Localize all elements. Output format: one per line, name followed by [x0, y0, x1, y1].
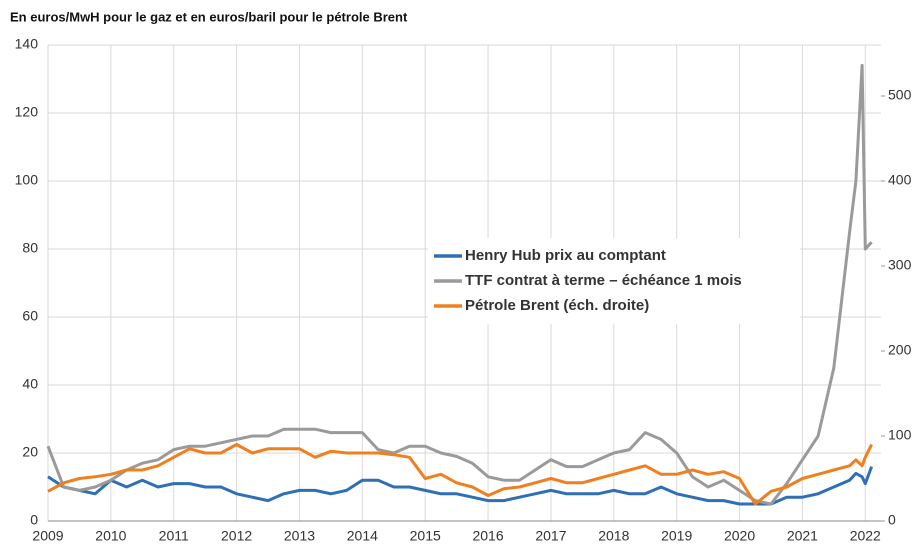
- series-line: [47, 466, 874, 506]
- y-tick-label: 20: [22, 444, 38, 460]
- x-tick-label: 2016: [472, 528, 503, 544]
- y-tick-label: 0: [30, 512, 38, 528]
- chart-title: En euros/MwH pour le gaz et en euros/bar…: [10, 9, 408, 24]
- y-tick-label: 120: [15, 104, 39, 120]
- legend: Henry Hub prix au comptant TTF contrat à …: [434, 247, 742, 314]
- series-line: [46, 63, 873, 506]
- x-tick-label: 2021: [787, 528, 818, 544]
- x-tick-label: 2017: [535, 528, 566, 544]
- x-tick-label: 2020: [724, 528, 755, 544]
- y2-tick-label: 500: [888, 87, 912, 103]
- legend-box: [428, 238, 800, 324]
- x-tick-label: 2014: [347, 528, 378, 544]
- x-tick-label: 2015: [410, 528, 441, 544]
- x-tick-label: 2011: [159, 528, 189, 544]
- legend-label: Pétrole Brent (éch. droite): [465, 297, 649, 314]
- x-tick-label: 2009: [32, 528, 63, 544]
- x-tick-label: 2019: [661, 528, 692, 544]
- legend-label: Henry Hub prix au comptant: [465, 247, 666, 264]
- lines: [46, 63, 874, 506]
- y-tick-label: 100: [15, 172, 39, 188]
- y2-tick-label: 200: [888, 342, 912, 358]
- x-tick-label: 2012: [221, 528, 252, 544]
- y2-tick-label: 0: [888, 512, 896, 528]
- y-tick-label: 80: [22, 240, 38, 256]
- series-line: [47, 443, 873, 506]
- y2-tick-label: 400: [888, 172, 912, 188]
- legend-label: TTF contrat à terme – échéance 1 mois: [465, 272, 742, 289]
- y-tick-label: 40: [22, 376, 38, 392]
- y-tick-label: 140: [15, 36, 39, 52]
- y-tick-label: 60: [22, 308, 38, 324]
- y2-tick-label: 100: [888, 427, 912, 443]
- x-tick-label: 2013: [284, 528, 315, 544]
- x-tick-label: 2022: [850, 528, 881, 544]
- x-tick-label: 2010: [95, 528, 126, 544]
- y2-tick-label: 300: [888, 257, 912, 273]
- x-tick-label: 2018: [598, 528, 629, 544]
